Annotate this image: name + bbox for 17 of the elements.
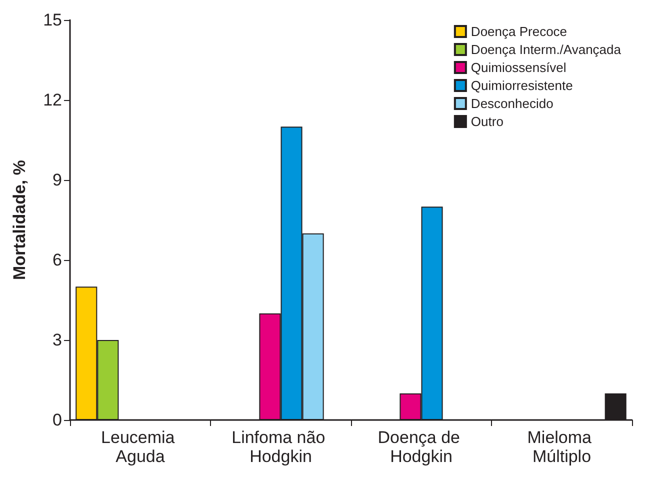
y-tick-label: 12 (43, 90, 62, 110)
y-tick-label: 0 (52, 410, 62, 430)
x-tick-label: Leucemia Aguda (101, 428, 180, 466)
y-tick-label: 15 (43, 10, 62, 30)
legend-label: Desconhecido (470, 96, 554, 111)
y-axis-title: Mortalidade, % (10, 160, 29, 280)
legend-label: Quimiorresistente (470, 78, 573, 93)
legend-label: Outro (470, 114, 504, 129)
legend-label: Quimiossensível (470, 60, 566, 75)
x-tick-label: Linfoma não Hodgkin (232, 428, 330, 466)
legend-label: Doença Interm./Avançada (470, 42, 622, 57)
y-tick-label: 3 (52, 330, 62, 350)
y-tick-label: 6 (52, 250, 62, 270)
x-tick-label: Mieloma Múltiplo (527, 428, 596, 466)
y-tick-label: 9 (52, 170, 62, 190)
legend-label: Doença Precoce (470, 24, 568, 39)
x-tick-label: Doença de Hodgkin (378, 428, 465, 466)
